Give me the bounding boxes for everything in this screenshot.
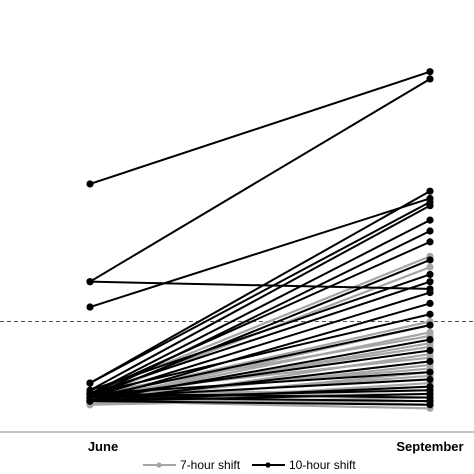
data-point-10-hour-shift-september [426,270,434,279]
data-point-10-hour-shift-september [426,278,434,286]
data-point-10-hour-shift-june [86,303,94,311]
series-line-10-hour-shift [89,389,431,399]
data-point-10-hour-shift-september [426,299,434,307]
data-point-10-hour-shift-september [426,368,434,376]
x-tick-label-june: June [88,439,118,454]
series-line-7-hour-shift [89,356,431,395]
data-point-10-hour-shift-september [426,227,434,235]
legend-item-10-hour-shift: 10-hour shift [252,458,356,472]
series-line-10-hour-shift [89,204,431,392]
legend-label-7-hour-shift: 7-hour shift [180,458,241,472]
series-layer [86,68,434,412]
data-point-10-hour-shift-june [86,278,94,286]
data-point-10-hour-shift-september [426,187,434,195]
series-line-10-hour-shift [89,190,431,384]
data-point-10-hour-shift-june [86,379,94,387]
data-point-10-hour-shift-september [426,68,434,76]
data-point-7-hour-shift-september [426,263,434,271]
series-line-10-hour-shift [89,324,431,399]
data-point-10-hour-shift-september [426,310,434,318]
series-line-10-hour-shift [89,392,431,403]
data-point-10-hour-shift-september [426,288,434,297]
data-point-10-hour-shift-september [426,375,434,384]
legend-marker-7-hour-shift [156,462,162,468]
series-line-10-hour-shift [89,240,431,395]
x-tick-label-september: September [396,439,463,454]
legend-item-7-hour-shift: 7-hour shift [143,458,241,472]
series-line-10-hour-shift [89,400,431,406]
data-point-10-hour-shift-september [426,321,434,329]
data-point-10-hour-shift-september [426,202,434,210]
data-point-10-hour-shift-september [426,238,434,246]
series-line-10-hour-shift [89,280,431,290]
data-point-10-hour-shift-september [426,216,434,224]
data-point-10-hour-shift-september [426,346,434,355]
data-point-10-hour-shift-september [426,75,434,83]
data-point-10-hour-shift-september [426,401,434,409]
legend-marker-10-hour-shift [265,462,271,468]
series-line-10-hour-shift [89,371,431,395]
series-line-10-hour-shift [89,313,431,395]
series-line-10-hour-shift [89,219,431,395]
series-line-10-hour-shift [89,70,431,185]
data-point-10-hour-shift-september [426,336,434,344]
series-line-10-hour-shift [89,396,431,403]
data-point-10-hour-shift-september [426,256,434,264]
series-line-10-hour-shift [89,392,431,399]
legend-label-10-hour-shift: 10-hour shift [289,458,356,472]
series-10-hour-shift [86,68,434,409]
legend: 7-hour shift 10-hour shift [143,458,356,472]
data-point-10-hour-shift-june [86,397,94,405]
data-point-10-hour-shift-september [426,357,434,365]
series-line-10-hour-shift [89,280,431,395]
series-line-10-hour-shift [89,78,431,283]
series-line-10-hour-shift [89,230,431,399]
data-point-10-hour-shift-june [86,180,94,188]
series-line-10-hour-shift [89,273,431,392]
series-line-10-hour-shift [89,201,431,384]
series-line-10-hour-shift [89,197,431,308]
